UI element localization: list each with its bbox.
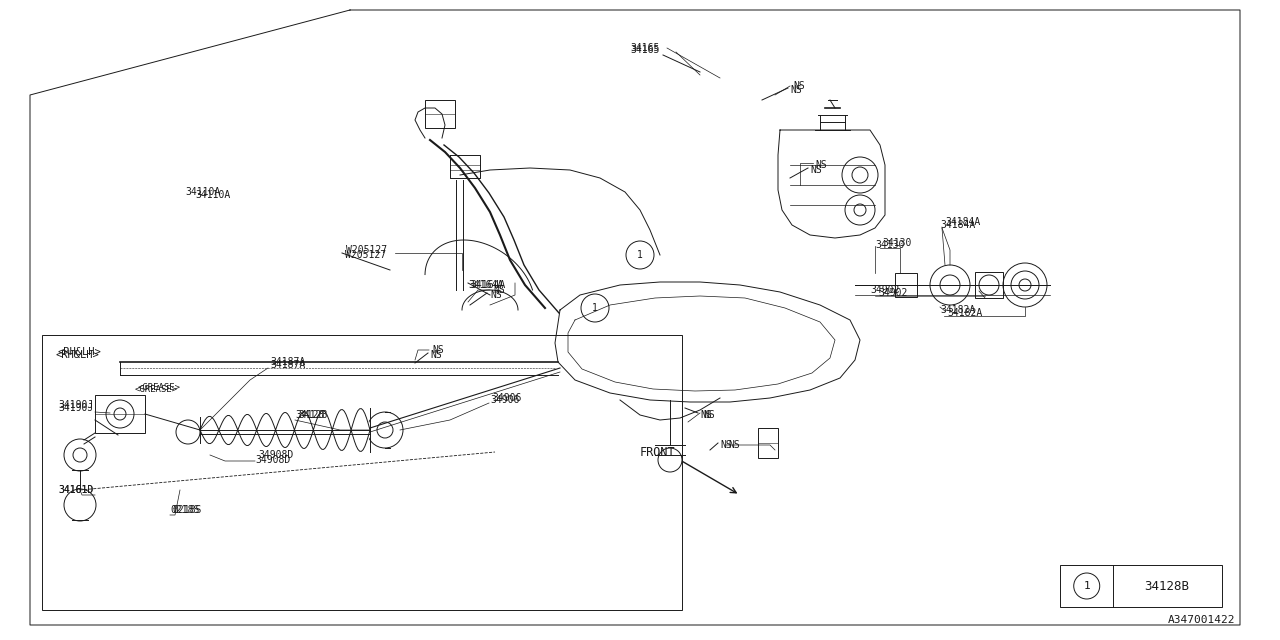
Text: NS: NS <box>430 350 442 360</box>
Text: 34902: 34902 <box>878 288 908 298</box>
Text: 34128: 34128 <box>294 410 324 420</box>
Text: 0218S: 0218S <box>172 505 201 515</box>
Text: 34128: 34128 <box>298 410 328 420</box>
Bar <box>758 428 778 458</box>
Text: 34906: 34906 <box>490 395 520 405</box>
Text: 34187A: 34187A <box>270 360 305 370</box>
Text: 34165: 34165 <box>630 43 659 53</box>
Text: 34130: 34130 <box>882 238 911 248</box>
Text: NS: NS <box>815 160 827 170</box>
Text: 34110A: 34110A <box>195 190 230 200</box>
Text: NS: NS <box>493 285 504 295</box>
Text: NS: NS <box>728 440 740 450</box>
Text: <RH&LH>: <RH&LH> <box>55 350 99 360</box>
Text: 1: 1 <box>1083 581 1091 591</box>
Text: NS: NS <box>703 410 714 420</box>
Text: 34187A: 34187A <box>270 357 305 367</box>
Text: NS: NS <box>794 81 805 91</box>
Bar <box>1060 565 1222 607</box>
Text: <GREASE>: <GREASE> <box>138 383 180 392</box>
Text: NS: NS <box>790 85 801 95</box>
Text: 34182A: 34182A <box>940 305 975 315</box>
Bar <box>425 100 454 128</box>
Text: 34182A: 34182A <box>947 308 982 318</box>
Text: 34161D: 34161D <box>58 485 93 495</box>
Text: 34190J: 34190J <box>58 400 93 410</box>
Text: 1: 1 <box>593 303 598 313</box>
Text: W205127: W205127 <box>346 245 387 255</box>
Bar <box>42 335 682 610</box>
Text: NS: NS <box>810 165 822 175</box>
Text: 0218S: 0218S <box>170 505 200 515</box>
Text: 34184A: 34184A <box>945 217 980 227</box>
Bar <box>895 273 916 297</box>
Text: 34902: 34902 <box>870 285 900 295</box>
Text: 34161D: 34161D <box>58 485 93 495</box>
Text: NS: NS <box>719 440 732 450</box>
Text: 34165: 34165 <box>630 45 659 55</box>
Text: W205127: W205127 <box>346 250 387 260</box>
Bar <box>95 395 145 433</box>
Text: NS: NS <box>700 410 712 420</box>
Text: 34128B: 34128B <box>1144 579 1189 593</box>
Text: 34908D: 34908D <box>255 455 291 465</box>
Text: 34110A: 34110A <box>186 187 220 197</box>
Text: A347001422: A347001422 <box>1167 615 1235 625</box>
Text: 34906: 34906 <box>492 393 521 403</box>
Text: 34164A: 34164A <box>468 280 503 290</box>
Text: NS: NS <box>490 290 502 300</box>
Text: 34130: 34130 <box>876 240 905 250</box>
Text: 34190J: 34190J <box>58 403 93 413</box>
Text: FRONT: FRONT <box>640 447 676 460</box>
Text: 34164A: 34164A <box>470 280 506 290</box>
Text: 1: 1 <box>637 250 643 260</box>
Text: NS: NS <box>433 345 444 355</box>
Text: 34184A: 34184A <box>940 220 975 230</box>
Bar <box>975 272 1004 298</box>
Text: 34908D: 34908D <box>259 450 293 460</box>
Text: <RH&LH>: <RH&LH> <box>58 347 101 357</box>
Text: <GREASE>: <GREASE> <box>134 385 178 394</box>
